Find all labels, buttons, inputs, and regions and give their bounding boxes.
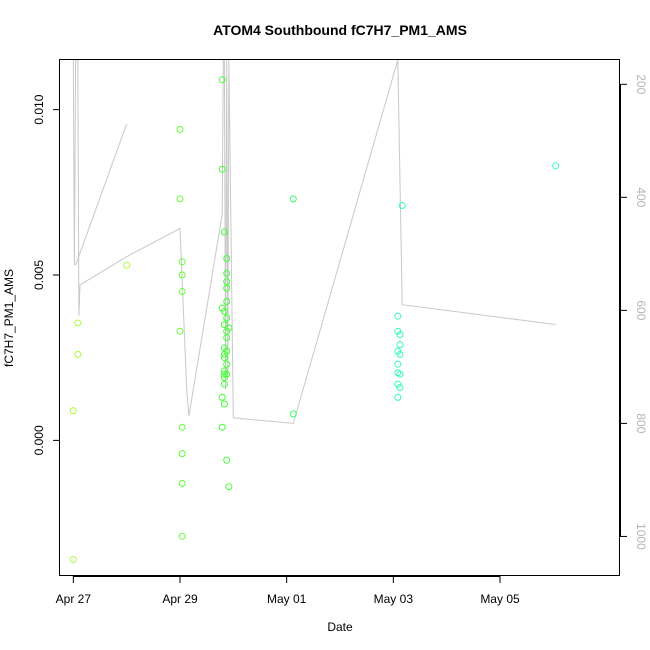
data-point bbox=[223, 278, 231, 286]
data-point bbox=[394, 393, 402, 401]
y-tick-label: 0.000 bbox=[32, 425, 46, 455]
data-point bbox=[289, 195, 297, 203]
chart-title: ATOM4 Southbound fC7H7_PM1_AMS bbox=[213, 22, 467, 38]
data-point bbox=[178, 532, 186, 540]
data-point bbox=[69, 407, 77, 415]
data-point bbox=[396, 350, 404, 358]
point-series-group bbox=[69, 76, 560, 563]
y-tick-label: 0.005 bbox=[32, 260, 46, 290]
data-point bbox=[220, 321, 228, 329]
x-axis: Apr 27 Apr 29 May 01 May 03 May 05 bbox=[56, 576, 520, 606]
y2-tick-label: 200 bbox=[634, 74, 648, 94]
data-point bbox=[394, 369, 402, 377]
y-axis: 0.000 0.005 0.010 bbox=[32, 94, 60, 455]
data-point bbox=[176, 327, 184, 335]
y2-tick-label: 400 bbox=[634, 187, 648, 207]
data-point bbox=[178, 258, 186, 266]
data-point bbox=[223, 298, 231, 305]
data-point bbox=[225, 483, 233, 491]
data-point bbox=[178, 479, 186, 487]
data-point bbox=[176, 126, 184, 133]
y2-tick-label: 800 bbox=[634, 413, 648, 433]
x-tick-label: May 01 bbox=[267, 592, 307, 606]
y-axis-label: fC7H7_PM1_AMS bbox=[2, 269, 16, 367]
data-point bbox=[218, 423, 226, 431]
data-point bbox=[394, 312, 402, 320]
x-tick-label: Apr 29 bbox=[162, 592, 198, 606]
data-point bbox=[220, 350, 228, 358]
data-point bbox=[552, 162, 560, 170]
data-point bbox=[220, 228, 228, 236]
y-tick-label: 0.010 bbox=[32, 94, 46, 124]
data-point bbox=[289, 410, 297, 418]
data-point bbox=[223, 334, 231, 342]
data-point bbox=[223, 360, 231, 368]
data-point bbox=[396, 331, 404, 338]
data-point bbox=[218, 76, 226, 84]
y2-tick-label: 1000 bbox=[634, 523, 648, 550]
x-tick-label: Apr 27 bbox=[56, 592, 92, 606]
data-point bbox=[398, 202, 406, 209]
data-point bbox=[74, 350, 82, 358]
y2-tick-label: 600 bbox=[634, 300, 648, 320]
data-point bbox=[223, 456, 231, 464]
data-point bbox=[178, 271, 186, 279]
data-point bbox=[396, 370, 404, 378]
data-point bbox=[223, 255, 231, 262]
data-point bbox=[123, 261, 131, 269]
x-axis-label: Date bbox=[327, 620, 353, 634]
data-point bbox=[218, 393, 226, 401]
data-point bbox=[74, 319, 82, 327]
data-point bbox=[396, 341, 404, 348]
line-series bbox=[75, 123, 128, 266]
data-point bbox=[178, 450, 186, 458]
data-point bbox=[223, 284, 231, 292]
data-point bbox=[176, 195, 184, 203]
data-point bbox=[178, 288, 186, 295]
x-tick-label: May 03 bbox=[374, 592, 414, 606]
data-point bbox=[218, 165, 226, 173]
data-point bbox=[223, 269, 231, 277]
x-tick-label: May 05 bbox=[480, 592, 520, 606]
data-point bbox=[220, 400, 228, 408]
data-point bbox=[69, 556, 77, 563]
y2-axis: 200 400 600 800 1000 bbox=[620, 74, 648, 550]
data-point bbox=[223, 327, 231, 335]
data-point bbox=[220, 307, 228, 315]
data-point bbox=[394, 360, 402, 368]
data-point bbox=[223, 314, 231, 322]
line-series-group bbox=[72, 60, 556, 424]
data-point bbox=[220, 354, 228, 362]
data-point bbox=[178, 423, 186, 431]
data-point bbox=[396, 384, 404, 391]
data-point bbox=[220, 380, 228, 388]
line-series bbox=[72, 60, 556, 424]
plot-frame bbox=[59, 59, 620, 576]
data-point bbox=[220, 370, 228, 378]
data-point bbox=[220, 374, 228, 381]
